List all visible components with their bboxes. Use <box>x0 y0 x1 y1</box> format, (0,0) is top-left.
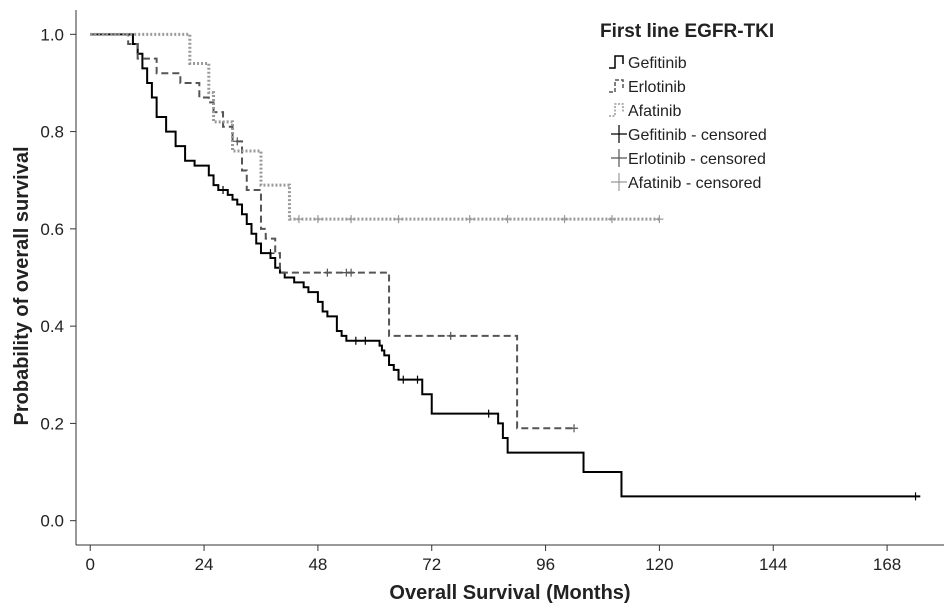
series-line-afatinib <box>90 32 660 221</box>
legend-swatch-dotted <box>609 103 624 117</box>
censor-mark-gefitinib <box>484 409 493 418</box>
legend-entry-label: Gefitinib <box>628 55 687 72</box>
censor-mark-gefitinib <box>413 375 422 384</box>
x-ticks: 0 24 48 72 96 120 144 168 <box>85 545 901 574</box>
legend-title: First line EGFR-TKI <box>600 21 774 42</box>
censor-mark-afatinib <box>394 215 403 224</box>
y-tick-label: 0.8 <box>40 123 64 142</box>
legend-entry-label: Erlotinib - censored <box>628 151 766 168</box>
x-tick-label: 72 <box>422 555 441 574</box>
legend-entry-label: Afatinib <box>628 103 681 120</box>
series-line-gefitinib <box>90 33 921 498</box>
censor-mark-erlotinib <box>233 137 242 146</box>
legend-entry-label: Erlotinib <box>628 79 686 96</box>
censor-mark-afatinib <box>607 215 616 224</box>
censor-mark-afatinib <box>655 215 664 224</box>
y-tick-label: 0.6 <box>40 220 64 239</box>
legend-entry-label: Gefitinib - censored <box>628 127 767 144</box>
legend-cross-dotted <box>611 173 627 191</box>
censor-mark-gefitinib <box>399 375 408 384</box>
x-tick-label: 120 <box>645 555 673 574</box>
y-ticks: 0.0 0.2 0.4 0.6 0.8 1.0 <box>40 25 76 531</box>
legend: First line EGFR-TKI Gefitinib Erlotinib Af… <box>600 21 774 192</box>
censor-mark-gefitinib <box>351 336 360 345</box>
y-tick-label: 0.2 <box>40 414 64 433</box>
x-tick-label: 96 <box>536 555 555 574</box>
censor-mark-gefitinib <box>361 336 370 345</box>
legend-cross-solid <box>611 125 627 143</box>
legend-entry-label: Afatinib - censored <box>628 175 761 192</box>
censor-mark-afatinib <box>313 215 322 224</box>
x-tick-label: 48 <box>308 555 327 574</box>
censor-mark-gefitinib <box>911 492 920 501</box>
series-line-erlotinib <box>90 33 575 430</box>
y-tick-label: 0.4 <box>40 317 64 336</box>
censor-mark-afatinib <box>347 215 356 224</box>
censor-mark-gefitinib <box>219 185 228 194</box>
x-tick-label: 0 <box>85 555 94 574</box>
legend-swatch-dashed <box>609 79 624 93</box>
series-layer <box>90 32 921 498</box>
legend-cross-dashed <box>611 149 627 167</box>
x-tick-label: 144 <box>759 555 787 574</box>
x-tick-label: 168 <box>873 555 901 574</box>
censor-mark-gefitinib <box>266 249 275 258</box>
axes <box>75 10 944 546</box>
censor-mark-erlotinib <box>570 424 579 433</box>
censor-mark-erlotinib <box>347 268 356 277</box>
y-tick-label: 1.0 <box>40 25 64 44</box>
x-axis-title: Overall Survival (Months) <box>389 582 630 604</box>
y-tick-label: 0.0 <box>40 512 64 531</box>
y-axis-title: Probability of overall survival <box>11 147 33 426</box>
censor-mark-afatinib <box>465 215 474 224</box>
legend-swatch-solid <box>609 55 624 69</box>
censor-mark-afatinib <box>294 215 303 224</box>
censor-mark-erlotinib <box>446 331 455 340</box>
legend-entries: Gefitinib Erlotinib Afatinib Gefitinib - ce… <box>609 55 767 192</box>
censor-layer <box>219 137 920 501</box>
x-tick-label: 24 <box>195 555 214 574</box>
censor-mark-afatinib <box>503 215 512 224</box>
censor-mark-erlotinib <box>323 268 332 277</box>
censor-mark-afatinib <box>560 215 569 224</box>
